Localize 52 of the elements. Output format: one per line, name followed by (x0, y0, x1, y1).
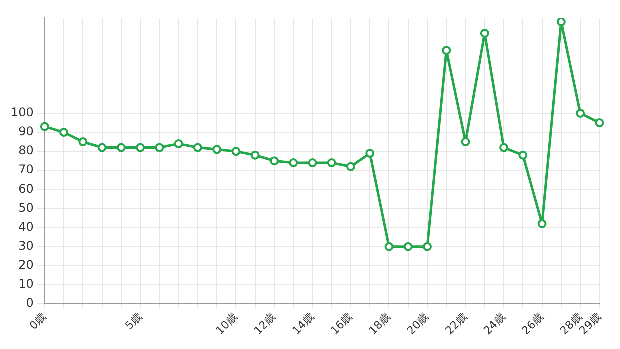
x-tick-label: 12歳 (252, 310, 279, 338)
point (174, 139, 184, 148)
point (346, 162, 356, 172)
x-tick-label: 26歳 (520, 310, 546, 338)
x-tick-label: 18歳 (366, 310, 394, 338)
point (289, 158, 298, 168)
point (423, 242, 432, 252)
x-tick-label: 10歳 (213, 310, 240, 338)
point (136, 143, 146, 152)
y-tick-label: 10 (18, 277, 34, 292)
point (442, 46, 452, 56)
x-tick-label: 22歳 (443, 310, 470, 338)
point (116, 143, 126, 152)
point (60, 128, 69, 138)
point (232, 147, 241, 156)
point (366, 148, 375, 158)
point (384, 242, 394, 252)
x-tick-label: 20歳 (404, 310, 432, 338)
point (193, 143, 202, 152)
point (98, 143, 107, 152)
y-tick-label: 50 (18, 200, 34, 215)
point (40, 122, 50, 132)
point (518, 150, 528, 160)
point (78, 138, 88, 147)
point (250, 150, 260, 160)
y-tick-label: 0 (26, 296, 34, 310)
point (538, 219, 547, 228)
y-tick-label: 100 (11, 106, 34, 120)
y-tick-label: 90 (18, 124, 34, 139)
y-tick-label: 40 (18, 220, 34, 234)
point (556, 18, 566, 27)
x-tick-label: 5歳 (122, 310, 145, 333)
point (404, 242, 413, 252)
point (576, 108, 586, 118)
point (270, 156, 279, 166)
y-tick-label: 30 (18, 238, 34, 253)
x-tick-label: 24歳 (481, 310, 508, 338)
x-tick-label: 0歳 (27, 310, 50, 333)
y-tick-label: 20 (18, 258, 34, 272)
x-tick-label: 16歳 (328, 310, 356, 338)
y-tick-label: 70 (18, 162, 34, 177)
x-tick-label: 14歳 (290, 310, 317, 338)
point (500, 143, 509, 152)
y-tick-label: 80 (18, 144, 34, 158)
point (155, 143, 164, 152)
point (308, 158, 318, 168)
point (461, 138, 470, 147)
point (327, 158, 336, 168)
y-tick-label: 60 (18, 182, 34, 196)
point (212, 145, 222, 154)
point (480, 28, 490, 38)
point (595, 118, 604, 128)
